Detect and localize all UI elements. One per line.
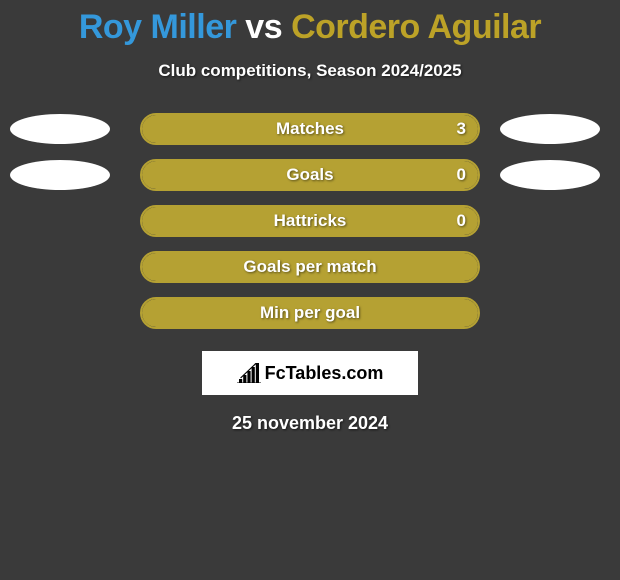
player2-name: Cordero Aguilar <box>291 8 541 46</box>
date-text: 25 november 2024 <box>0 413 620 434</box>
stat-value-right: 0 <box>457 165 466 185</box>
stat-label: Min per goal <box>260 303 360 323</box>
stat-row: Min per goal <box>0 297 620 329</box>
stat-bar: Min per goal <box>140 297 480 329</box>
subtitle: Club competitions, Season 2024/2025 <box>0 61 620 81</box>
stat-row: Goals per match <box>0 251 620 283</box>
logo-text: FcTables.com <box>265 363 384 384</box>
stat-bar: Hattricks 0 <box>140 205 480 237</box>
stat-value-right: 3 <box>457 119 466 139</box>
player1-pill <box>10 114 110 144</box>
vs-text: vs <box>245 8 282 46</box>
stat-row: Matches 3 <box>0 113 620 145</box>
stat-label: Goals <box>286 165 333 185</box>
player1-pill <box>10 160 110 190</box>
stat-value-right: 0 <box>457 211 466 231</box>
player2-pill <box>500 160 600 190</box>
player2-pill <box>500 114 600 144</box>
comparison-title: Roy Miller vs Cordero Aguilar <box>0 0 620 47</box>
stat-bar: Goals per match <box>140 251 480 283</box>
stat-label: Matches <box>276 119 344 139</box>
stat-row: Goals 0 <box>0 159 620 191</box>
player1-name: Roy Miller <box>79 8 236 46</box>
stats-container: Matches 3 Goals 0 Hattricks 0 Goals per match M… <box>0 113 620 329</box>
stat-bar: Goals 0 <box>140 159 480 191</box>
stat-label: Goals per match <box>243 257 376 277</box>
stat-row: Hattricks 0 <box>0 205 620 237</box>
logo-box: FcTables.com <box>202 351 418 395</box>
chart-icon <box>237 363 261 383</box>
stat-bar: Matches 3 <box>140 113 480 145</box>
stat-label: Hattricks <box>274 211 347 231</box>
